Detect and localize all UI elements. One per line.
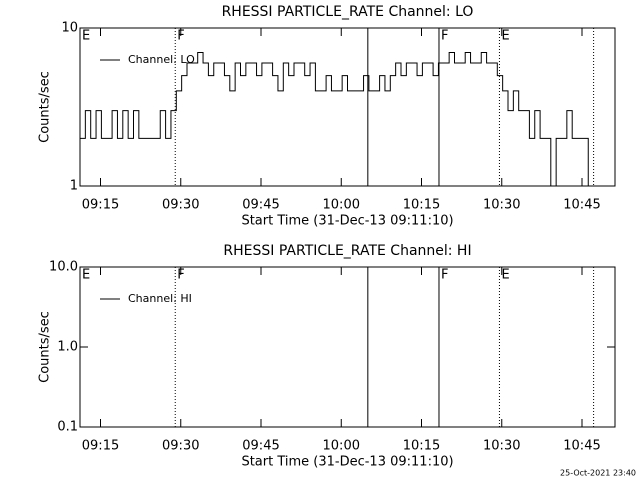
y-tick-label: 1.0 [57,340,78,355]
event-label: E [501,268,509,283]
x-tick-label: 10:00 [323,198,360,213]
x-tick-label: 09:30 [162,198,199,213]
plot-frame [79,27,616,187]
y-tick-label: 10 [61,21,78,36]
legend-label: Channel: LO [128,53,195,66]
footer: 25-Oct-2021 23:40 [560,469,636,478]
x-tick-label: 10:45 [563,439,600,454]
x-tick-label: 10:30 [483,439,520,454]
event-label: F [177,268,184,283]
y-tick-label: 0.1 [57,420,78,435]
event-label: F [441,29,448,44]
x-axis-label: Start Time (31-Dec-13 09:11:10) [241,214,453,229]
event-label: E [501,29,509,44]
x-tick-label: 10:15 [403,439,440,454]
x-tick-label: 10:15 [403,198,440,213]
x-tick-label: 09:15 [82,198,119,213]
x-axis-label: Start Time (31-Dec-13 09:11:10) [241,455,453,470]
x-tick-label: 10:45 [563,198,600,213]
x-tick-label: 09:15 [82,439,119,454]
chart-title: RHESSI PARTICLE_RATE Channel: HI [223,243,471,259]
y-tick-label: 1 [70,179,78,194]
x-tick-label: 10:30 [483,198,520,213]
x-tick-label: 09:45 [242,439,279,454]
event-label: E [82,268,90,283]
event-label: E [82,29,90,44]
y-axis-label: Counts/sec [38,311,53,383]
x-tick-label: 10:00 [323,439,360,454]
event-label: F [441,268,448,283]
x-tick-label: 09:30 [162,439,199,454]
event-label: F [177,29,184,44]
y-axis-label: Counts/sec [38,71,53,143]
data-line [80,51,589,187]
chart-title: RHESSI PARTICLE_RATE Channel: LO [222,4,474,20]
legend-label: Channel: HI [128,292,192,305]
y-tick-label: 10.0 [49,260,78,275]
x-tick-label: 09:45 [242,198,279,213]
